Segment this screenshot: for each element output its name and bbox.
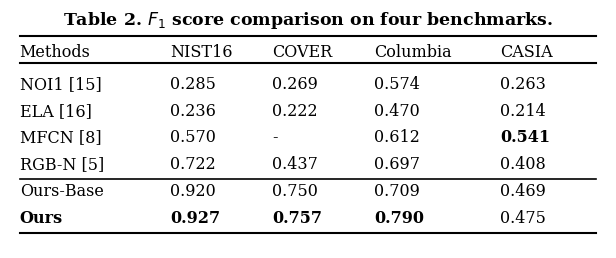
Text: Columbia: Columbia: [374, 44, 452, 61]
Text: NOI1 [15]: NOI1 [15]: [20, 76, 102, 93]
Text: 0.709: 0.709: [374, 183, 420, 200]
Text: 0.757: 0.757: [272, 210, 322, 227]
Text: 0.790: 0.790: [374, 210, 424, 227]
Text: Table 2. $F_1$ score comparison on four benchmarks.: Table 2. $F_1$ score comparison on four …: [63, 10, 553, 31]
Text: CASIA: CASIA: [500, 44, 553, 61]
Text: 0.469: 0.469: [500, 183, 546, 200]
Text: 0.920: 0.920: [170, 183, 216, 200]
Text: COVER: COVER: [272, 44, 332, 61]
Text: 0.285: 0.285: [170, 76, 216, 93]
Text: 0.263: 0.263: [500, 76, 546, 93]
Text: 0.541: 0.541: [500, 130, 550, 147]
Text: 0.750: 0.750: [272, 183, 318, 200]
Text: Methods: Methods: [20, 44, 91, 61]
Text: 0.236: 0.236: [170, 103, 216, 120]
Text: 0.222: 0.222: [272, 103, 318, 120]
Text: NIST16: NIST16: [170, 44, 232, 61]
Text: MFCN [8]: MFCN [8]: [20, 130, 101, 147]
Text: 0.408: 0.408: [500, 156, 546, 173]
Text: Ours: Ours: [20, 210, 63, 227]
Text: 0.470: 0.470: [374, 103, 420, 120]
Text: RGB-N [5]: RGB-N [5]: [20, 156, 104, 173]
Text: 0.722: 0.722: [170, 156, 216, 173]
Text: 0.214: 0.214: [500, 103, 546, 120]
Text: Ours-Base: Ours-Base: [20, 183, 103, 200]
Text: ELA [16]: ELA [16]: [20, 103, 92, 120]
Text: 0.697: 0.697: [374, 156, 420, 173]
Text: 0.437: 0.437: [272, 156, 318, 173]
Text: 0.475: 0.475: [500, 210, 546, 227]
Text: -: -: [272, 130, 277, 147]
Text: 0.574: 0.574: [374, 76, 420, 93]
Text: 0.570: 0.570: [170, 130, 216, 147]
Text: 0.927: 0.927: [170, 210, 220, 227]
Text: 0.612: 0.612: [374, 130, 420, 147]
Text: 0.269: 0.269: [272, 76, 318, 93]
